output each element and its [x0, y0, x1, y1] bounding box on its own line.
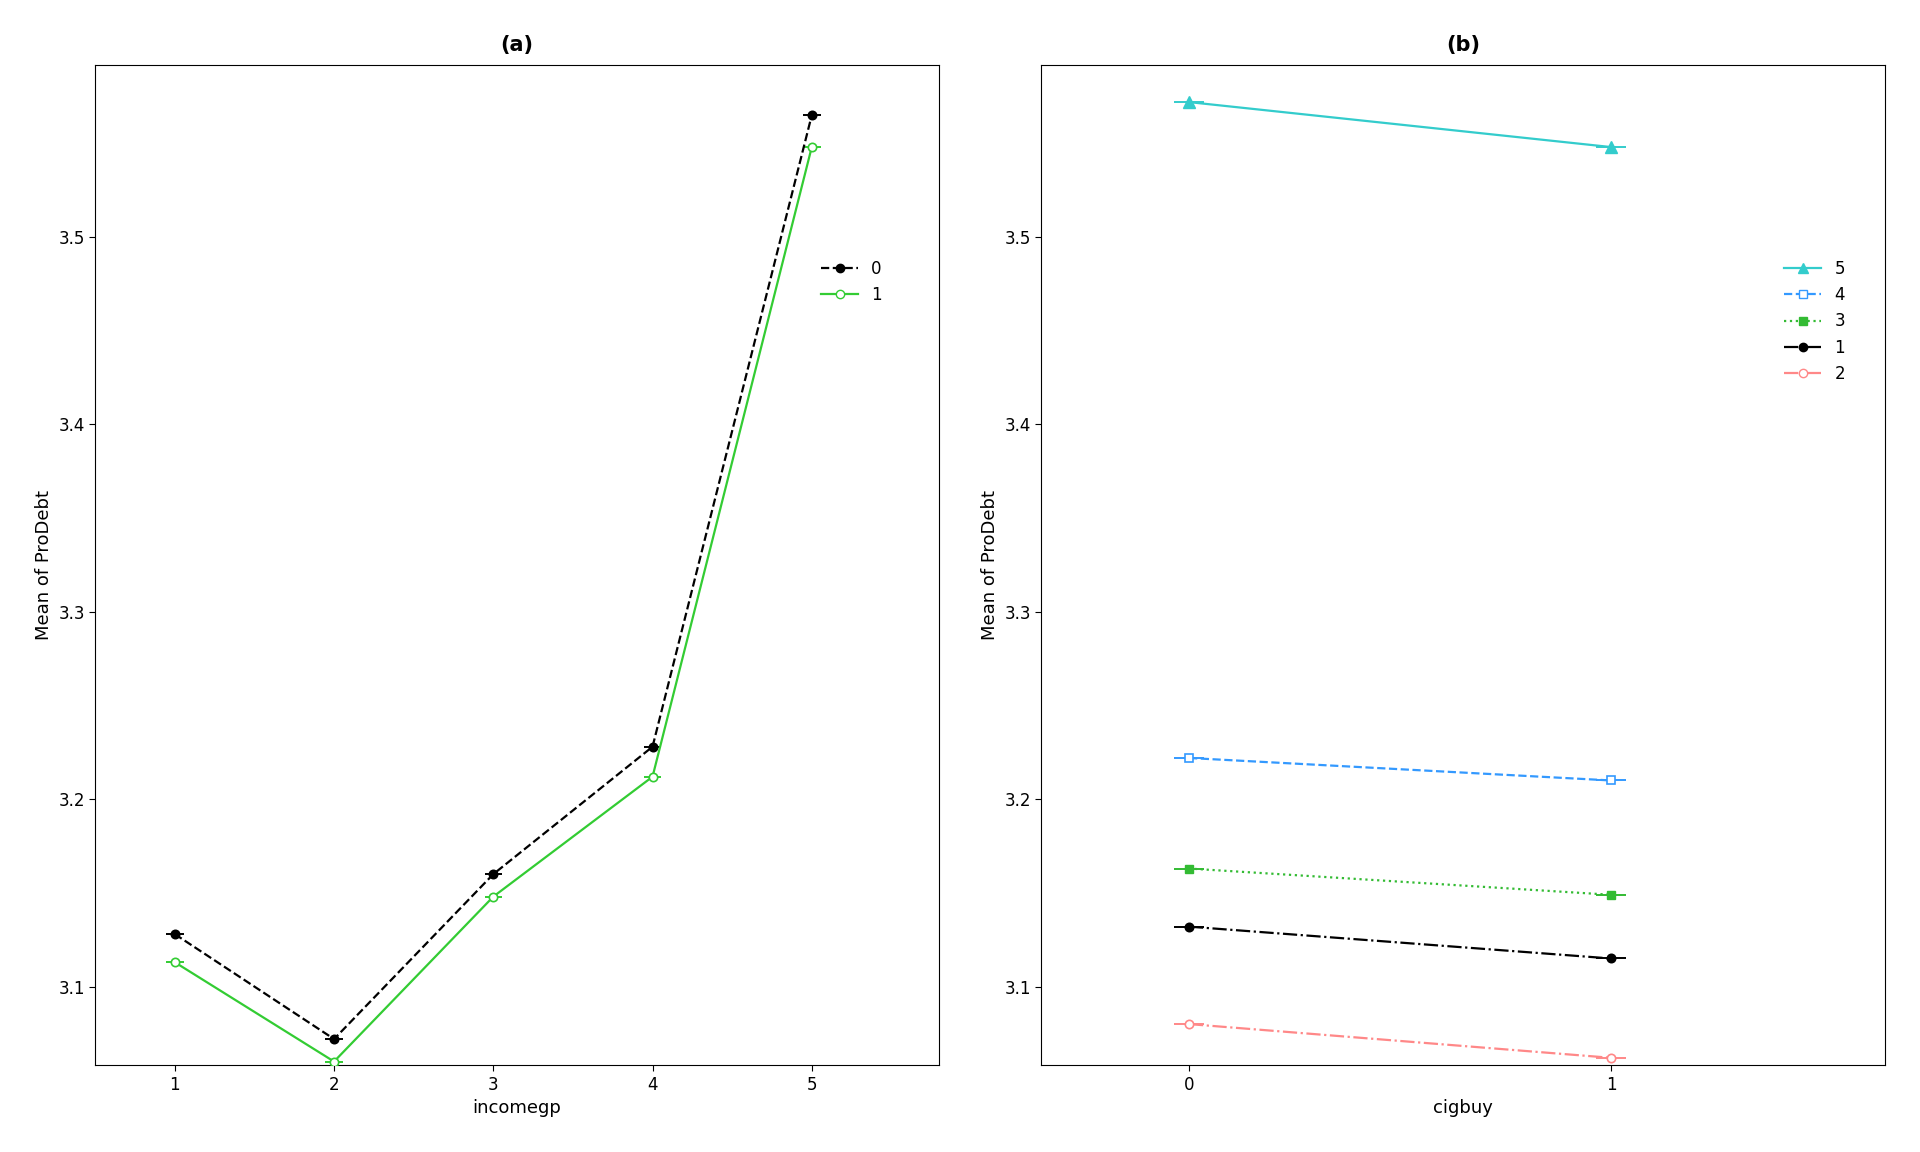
X-axis label: cigbuy: cigbuy — [1434, 1099, 1494, 1117]
Legend: 0, 1: 0, 1 — [814, 253, 889, 311]
Title: (a): (a) — [501, 35, 534, 55]
Y-axis label: Mean of ProDebt: Mean of ProDebt — [981, 490, 998, 641]
Legend: 5, 4, 3, 1, 2: 5, 4, 3, 1, 2 — [1778, 253, 1851, 389]
Title: (b): (b) — [1446, 35, 1480, 55]
X-axis label: incomegp: incomegp — [472, 1099, 563, 1117]
Y-axis label: Mean of ProDebt: Mean of ProDebt — [35, 490, 52, 641]
